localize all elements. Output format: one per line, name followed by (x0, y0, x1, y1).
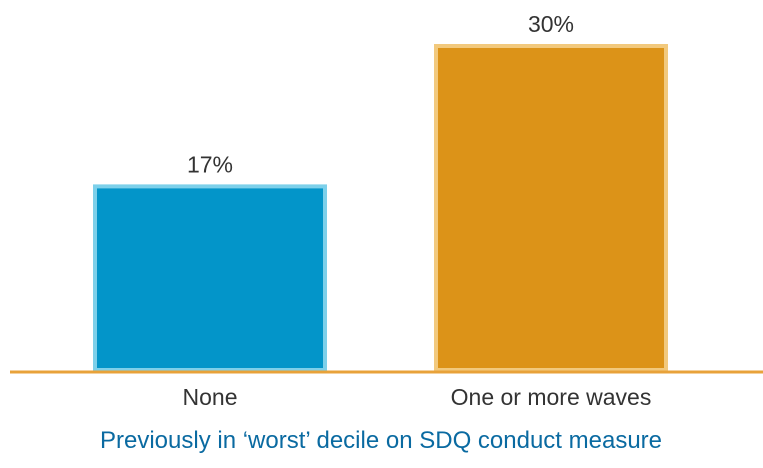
bar-none (93, 184, 327, 372)
bar-one-or-more-waves (434, 44, 668, 372)
value-labels-layer: 17% 30% (187, 11, 574, 177)
category-label: None (183, 384, 238, 410)
category-labels-layer: None One or more waves (183, 384, 652, 410)
x-axis-title: Previously in ‘worst’ decile on SDQ cond… (100, 427, 662, 454)
value-label: 30% (528, 11, 574, 37)
category-label: One or more waves (451, 384, 652, 410)
bars-layer (93, 44, 668, 372)
value-label: 17% (187, 151, 233, 177)
